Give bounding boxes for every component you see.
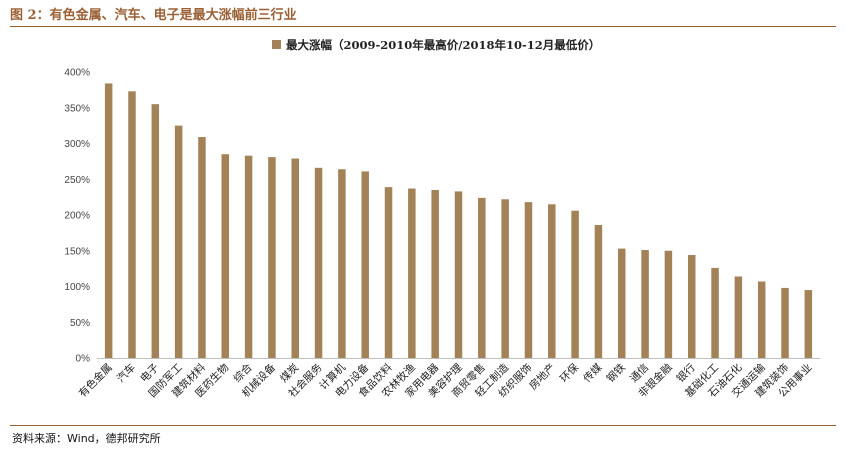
y-tick-label: 350% <box>64 103 90 114</box>
x-tick-label: 环保 <box>557 361 581 385</box>
y-tick-label: 200% <box>64 211 90 222</box>
legend: 最大涨幅（2009-2010年最高价/2018年10-12月最低价） <box>272 38 600 52</box>
bar <box>244 155 253 358</box>
bar <box>781 287 789 358</box>
bar <box>128 91 136 358</box>
bar <box>454 191 463 358</box>
bar <box>501 199 509 358</box>
y-tick-label: 300% <box>64 139 90 150</box>
bar <box>361 171 369 358</box>
y-tick-label: 50% <box>70 318 90 329</box>
bar <box>198 137 206 358</box>
y-tick-label: 150% <box>64 246 90 257</box>
y-tick-label: 100% <box>64 282 90 293</box>
title-rule <box>10 26 836 27</box>
bar <box>338 169 346 358</box>
bar <box>664 250 673 358</box>
bar <box>478 197 486 358</box>
bar <box>711 267 719 358</box>
bar <box>757 281 766 358</box>
bar <box>291 158 299 358</box>
bar <box>384 187 393 358</box>
figure-title: 图 2：有色金属、汽车、电子是最大涨幅前三行业 <box>10 8 297 23</box>
legend-label: 最大涨幅（2009-2010年最高价/2018年10-12月最低价） <box>286 38 600 52</box>
bar <box>314 167 323 358</box>
bar <box>571 210 579 358</box>
y-tick-label: 250% <box>64 175 90 186</box>
y-axis: 0% 50% 100% 150% 200% 250% 300% 350% 400% <box>64 68 90 365</box>
bar <box>641 250 649 358</box>
bar <box>687 255 696 358</box>
bar <box>104 83 113 358</box>
bar <box>221 154 230 358</box>
bar <box>618 248 626 358</box>
source-note: 资料来源：Wind，德邦研究所 <box>12 432 161 445</box>
bar <box>268 157 276 358</box>
bar <box>734 276 743 358</box>
bar-chart: 最大涨幅（2009-2010年最高价/2018年10-12月最低价） 0% 50%… <box>64 38 820 400</box>
bar <box>174 125 183 359</box>
y-tick-label: 400% <box>64 68 90 79</box>
x-tick-label: 钢铁 <box>604 361 628 385</box>
legend-swatch <box>272 40 281 49</box>
x-tick-label: 有色金属 <box>76 361 115 400</box>
bar <box>594 225 603 358</box>
bars <box>104 83 813 359</box>
bar <box>151 104 160 359</box>
bar <box>804 290 813 358</box>
footer-rule <box>10 425 836 426</box>
bar <box>524 202 533 358</box>
x-tick-label: 传媒 <box>581 361 605 385</box>
bar <box>431 189 439 358</box>
x-tick-label: 汽车 <box>114 361 138 385</box>
bar <box>408 188 416 358</box>
x-tick-label: 房地产 <box>526 361 557 392</box>
y-tick-label: 0% <box>76 354 91 365</box>
bar <box>548 204 556 358</box>
